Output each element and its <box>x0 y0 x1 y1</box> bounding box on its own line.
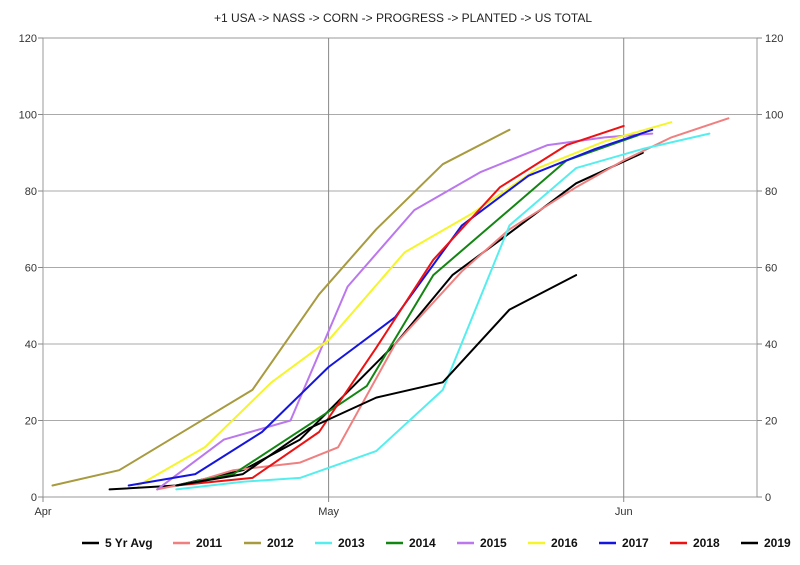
legend-label: 2015 <box>480 536 507 550</box>
legend-item: 2018 <box>670 536 720 550</box>
y-tick-label-left: 40 <box>25 339 37 351</box>
legend-item: 2012 <box>244 536 294 550</box>
legend-item: 2011 <box>173 536 222 550</box>
series-line-2016 <box>137 121 673 487</box>
series-line-2014 <box>175 132 644 487</box>
grid <box>42 37 758 498</box>
series-lines <box>51 117 730 491</box>
y-tick-label-left: 60 <box>25 263 37 275</box>
legend-label: 2011 <box>196 536 222 550</box>
legend-label: 2019 <box>764 536 791 550</box>
legend-label: 2016 <box>551 536 578 550</box>
y-tick-label-right: 20 <box>765 416 777 428</box>
legend-label: 2018 <box>693 536 720 550</box>
legend-label: 2017 <box>622 536 649 550</box>
y-tick-label-left: 20 <box>25 416 37 428</box>
legend-item: 2014 <box>386 536 436 550</box>
legend-label: 2012 <box>267 536 294 550</box>
series-line-2017 <box>127 128 654 487</box>
series-line-2013 <box>175 132 711 491</box>
axes: 0 0 20 20 40 40 60 60 80 80 100 100 120 120 Apr May Jun <box>19 33 784 518</box>
legend-label: 2013 <box>338 536 365 550</box>
y-tick-label-left: 80 <box>25 186 37 198</box>
series-line-2012 <box>51 128 511 487</box>
x-tick-label: May <box>318 506 339 518</box>
y-tick-label-left: 0 <box>31 492 37 504</box>
x-tick-label: Jun <box>615 506 633 518</box>
legend-label: 2014 <box>409 536 436 550</box>
legend-item: 2015 <box>457 536 507 550</box>
y-tick-label-right: 60 <box>765 263 777 275</box>
y-tick-label-right: 100 <box>765 110 783 122</box>
legend-label: 5 Yr Avg <box>105 536 153 550</box>
y-tick-label-right: 40 <box>765 339 777 351</box>
y-tick-label-right: 80 <box>765 186 777 198</box>
series-line-2018 <box>175 125 625 487</box>
legend-item: 5 Yr Avg <box>82 536 153 550</box>
legend: 5 Yr Avg 2011 2012 2013 2014 2015 2016 2017 2018… <box>82 536 791 550</box>
legend-item: 2016 <box>528 536 578 550</box>
chart-title: +1 USA -> NASS -> CORN -> PROGRESS -> PL… <box>214 11 592 25</box>
legend-item: 2013 <box>315 536 365 550</box>
legend-item: 2017 <box>599 536 649 550</box>
y-tick-label-right: 120 <box>765 33 783 45</box>
y-tick-label-right: 0 <box>765 492 771 504</box>
y-tick-label-left: 120 <box>19 33 37 45</box>
series-line-5-yr-avg <box>108 151 644 491</box>
series-line-2011 <box>156 117 730 491</box>
series-line-2019 <box>175 274 578 487</box>
series-line-2015 <box>156 132 654 491</box>
legend-item: 2019 <box>741 536 791 550</box>
x-tick-label: Apr <box>34 506 51 518</box>
y-tick-label-left: 100 <box>19 110 37 122</box>
